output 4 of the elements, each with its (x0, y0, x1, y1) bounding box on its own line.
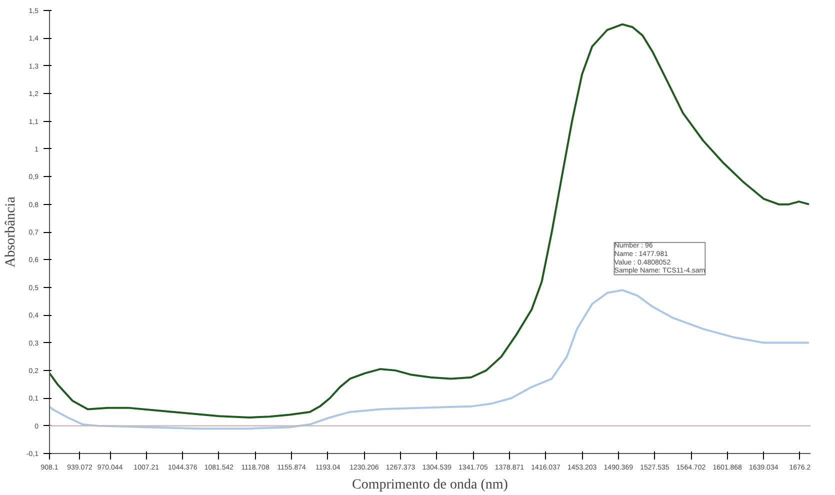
y-axis-title: Absorbância (3, 196, 18, 268)
line-series (50, 289, 810, 430)
line-series (50, 23, 810, 419)
x-axis-title: Comprimento de onda (nm) (352, 478, 508, 492)
